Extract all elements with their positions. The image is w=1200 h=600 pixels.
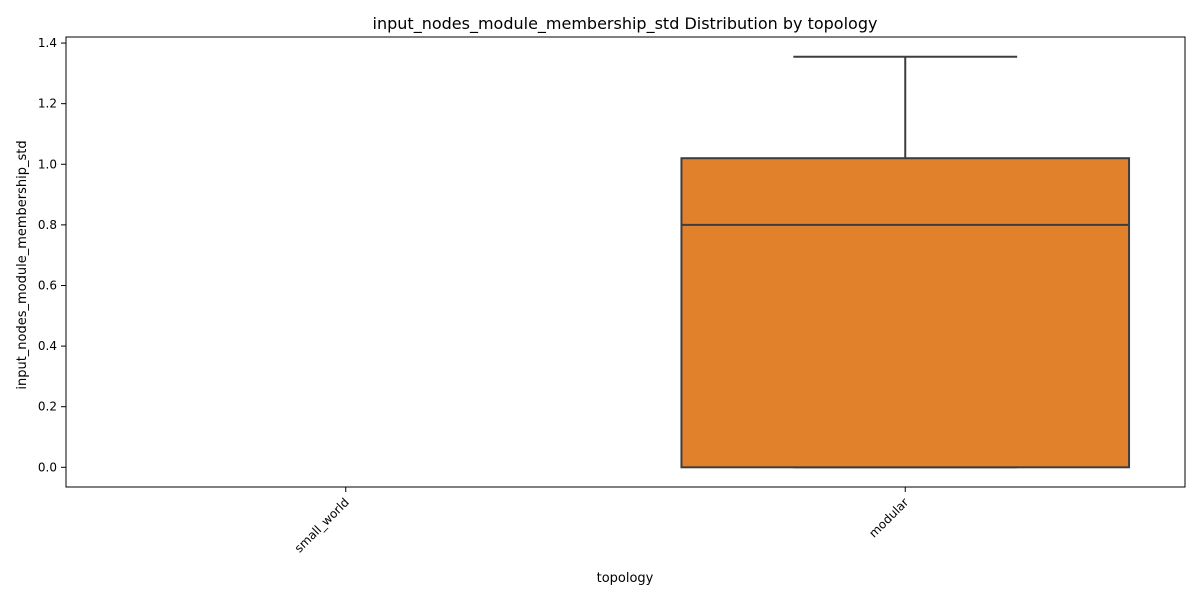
chart-title: input_nodes_module_membership_std Distri… xyxy=(373,14,878,34)
y-tick-label: 0.4 xyxy=(38,339,57,353)
y-tick-label: 0.8 xyxy=(38,218,57,232)
x-axis-label: topology xyxy=(597,571,654,586)
y-tick-label: 1.2 xyxy=(38,97,57,111)
y-tick-label: 0.0 xyxy=(38,460,57,474)
box-modular xyxy=(680,55,1131,469)
y-tick-label: 1.4 xyxy=(38,36,57,50)
y-axis-label: input_nodes_module_membership_std xyxy=(15,140,30,389)
y-tick-label: 1.0 xyxy=(38,157,57,171)
plot-area: 0.0 0.2 0.4 0.6 0.8 1.0 1.2 1.4 small_world modul… xyxy=(38,36,1186,555)
axes-frame xyxy=(65,36,1186,488)
x-tick-label-modular: modular xyxy=(866,495,911,540)
y-tick-label: 0.2 xyxy=(38,400,57,414)
box-iqr xyxy=(680,157,1131,469)
x-tick-label-small_world: small_world xyxy=(292,495,352,555)
y-tick-label: 0.6 xyxy=(38,278,57,292)
